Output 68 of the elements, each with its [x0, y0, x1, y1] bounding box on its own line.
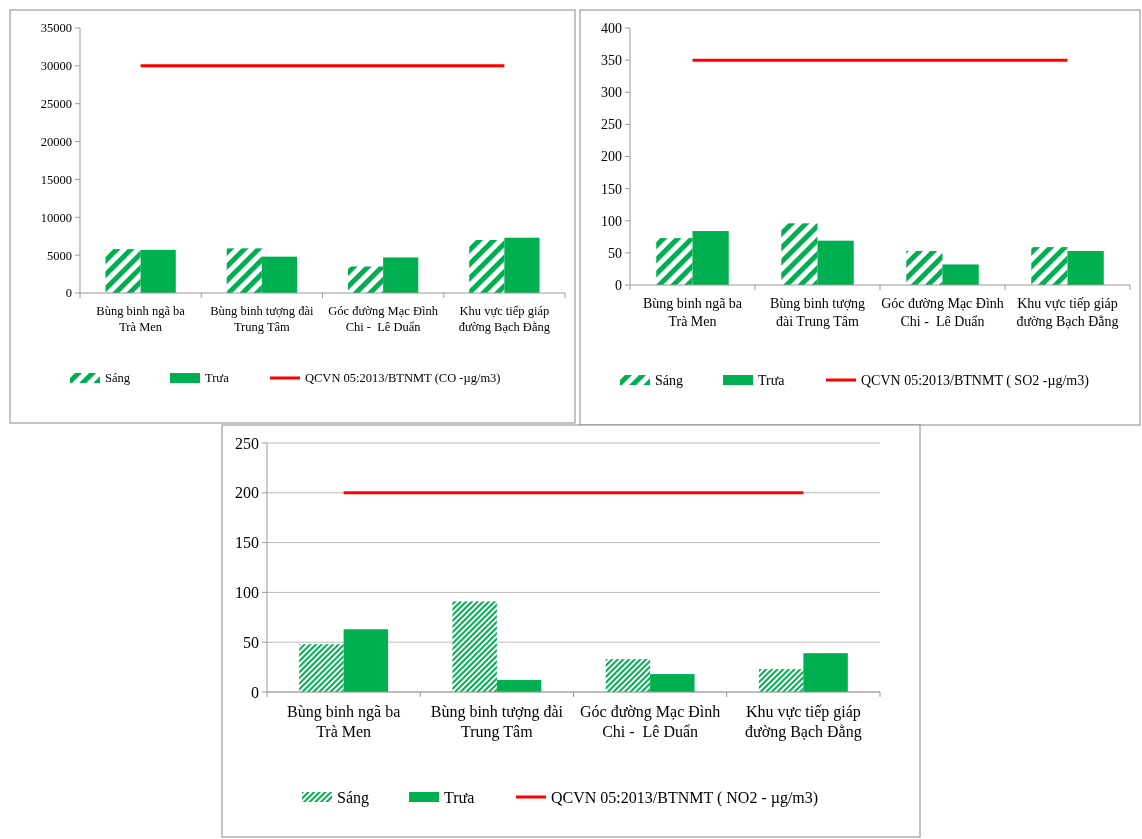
y-tick-label: 250: [601, 117, 622, 133]
legend-label: Sáng: [655, 372, 683, 388]
y-tick-label: 200: [601, 149, 622, 165]
bar: [140, 249, 176, 293]
bar: [817, 240, 854, 285]
y-tick-label: 5000: [47, 248, 72, 263]
bar: [469, 240, 505, 293]
y-tick-label: 0: [65, 286, 72, 301]
x-tick-label: Khu vực tiếp giáp đường Bạch Đằng: [745, 702, 862, 741]
legend-label: Sáng: [105, 371, 131, 386]
y-tick-label: 15000: [40, 172, 72, 187]
bar: [942, 264, 979, 285]
x-tick-label: Góc đường Mạc Đình Chi - Lê Duẩn: [580, 702, 721, 740]
y-tick-label: 50: [608, 245, 622, 261]
bar: [105, 249, 141, 293]
y-tick-label: 0: [251, 683, 259, 701]
x-tick-label: Bùng binh ngã ba Trà Men: [96, 304, 186, 334]
bar: [758, 669, 804, 692]
legend-label: QCVN 05:2013/BTNMT ( SO2 -µg/m3): [861, 372, 1090, 389]
y-tick-label: 400: [601, 20, 622, 36]
bar: [906, 250, 943, 285]
legend-label: Trưa: [444, 788, 475, 806]
bar: [343, 629, 389, 692]
bar: [299, 644, 344, 692]
y-tick-label: 0: [615, 277, 622, 293]
bar: [803, 653, 848, 692]
legend-label: QCVN 05:2013/BTNMT (CO -µg/m3): [305, 371, 501, 386]
x-tick-label: Bùng binh tượng đài Trung Tâm: [430, 702, 564, 741]
bar: [1067, 250, 1104, 285]
x-tick-label: Góc đường Mạc Đình Chi - Lê Duẩn: [881, 296, 1004, 329]
y-tick-label: 250: [235, 434, 259, 452]
bar: [656, 238, 693, 285]
bar: [1031, 247, 1068, 285]
y-tick-label: 50: [243, 633, 259, 651]
y-tick-label: 200: [235, 484, 259, 502]
bar: [452, 601, 497, 692]
y-tick-label: 150: [601, 181, 622, 197]
y-tick-label: 100: [601, 213, 622, 229]
bar: [347, 266, 384, 293]
x-tick-label: Bùng binh ngã ba Trà Men: [642, 296, 743, 329]
y-tick-label: 350: [601, 53, 622, 69]
y-tick-label: 150: [235, 534, 259, 552]
y-tick-label: 25000: [40, 97, 72, 112]
bar: [605, 659, 651, 692]
x-tick-label: Góc đường Mạc Đình Chi - Lê Duẩn: [328, 304, 439, 334]
y-tick-label: 35000: [40, 21, 72, 36]
bar: [383, 257, 419, 293]
legend-label: Sáng: [337, 788, 369, 807]
x-tick-label: Bùng binh tượng đài Trung Tâm: [769, 296, 866, 329]
y-tick-label: 10000: [40, 210, 72, 225]
x-tick-label: Bùng binh ngã ba Trà Men: [286, 702, 401, 740]
bar: [226, 248, 262, 293]
bar: [504, 237, 540, 293]
bar: [692, 231, 729, 285]
y-tick-label: 100: [235, 584, 259, 601]
legend-label: Trưa: [205, 371, 230, 386]
x-tick-label: Bùng binh tượng đài Trung Tâm: [210, 304, 315, 334]
bar: [496, 680, 542, 692]
bar: [781, 223, 818, 285]
y-tick-label: 20000: [40, 134, 72, 149]
y-tick-label: 300: [601, 85, 622, 101]
x-tick-label: Khu vực tiếp giáp đường Bạch Đằng: [1016, 296, 1119, 329]
x-tick-label: Khu vực tiếp giáp đường Bạch Đằng: [458, 304, 551, 334]
bar: [261, 256, 298, 293]
bar: [650, 674, 695, 692]
legend-label: QCVN 05:2013/BTNMT ( NO2 - µg/m3): [551, 788, 819, 807]
y-tick-label: 30000: [40, 59, 72, 74]
legend-label: Trưa: [758, 372, 786, 388]
